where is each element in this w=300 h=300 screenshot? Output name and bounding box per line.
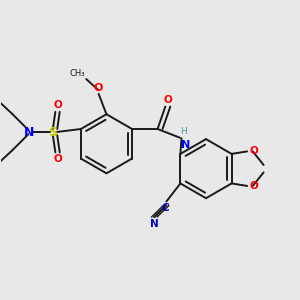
Text: C: C bbox=[162, 203, 169, 213]
Text: O: O bbox=[250, 146, 258, 156]
Text: N: N bbox=[150, 219, 159, 229]
Text: CH₃: CH₃ bbox=[69, 69, 85, 78]
Text: N: N bbox=[181, 140, 190, 150]
Text: O: O bbox=[53, 100, 62, 110]
Text: O: O bbox=[250, 181, 258, 191]
Text: N: N bbox=[24, 126, 35, 139]
Text: O: O bbox=[53, 154, 62, 164]
Text: H: H bbox=[181, 127, 187, 136]
Text: O: O bbox=[164, 95, 172, 105]
Text: O: O bbox=[94, 83, 104, 93]
Text: S: S bbox=[48, 126, 57, 139]
